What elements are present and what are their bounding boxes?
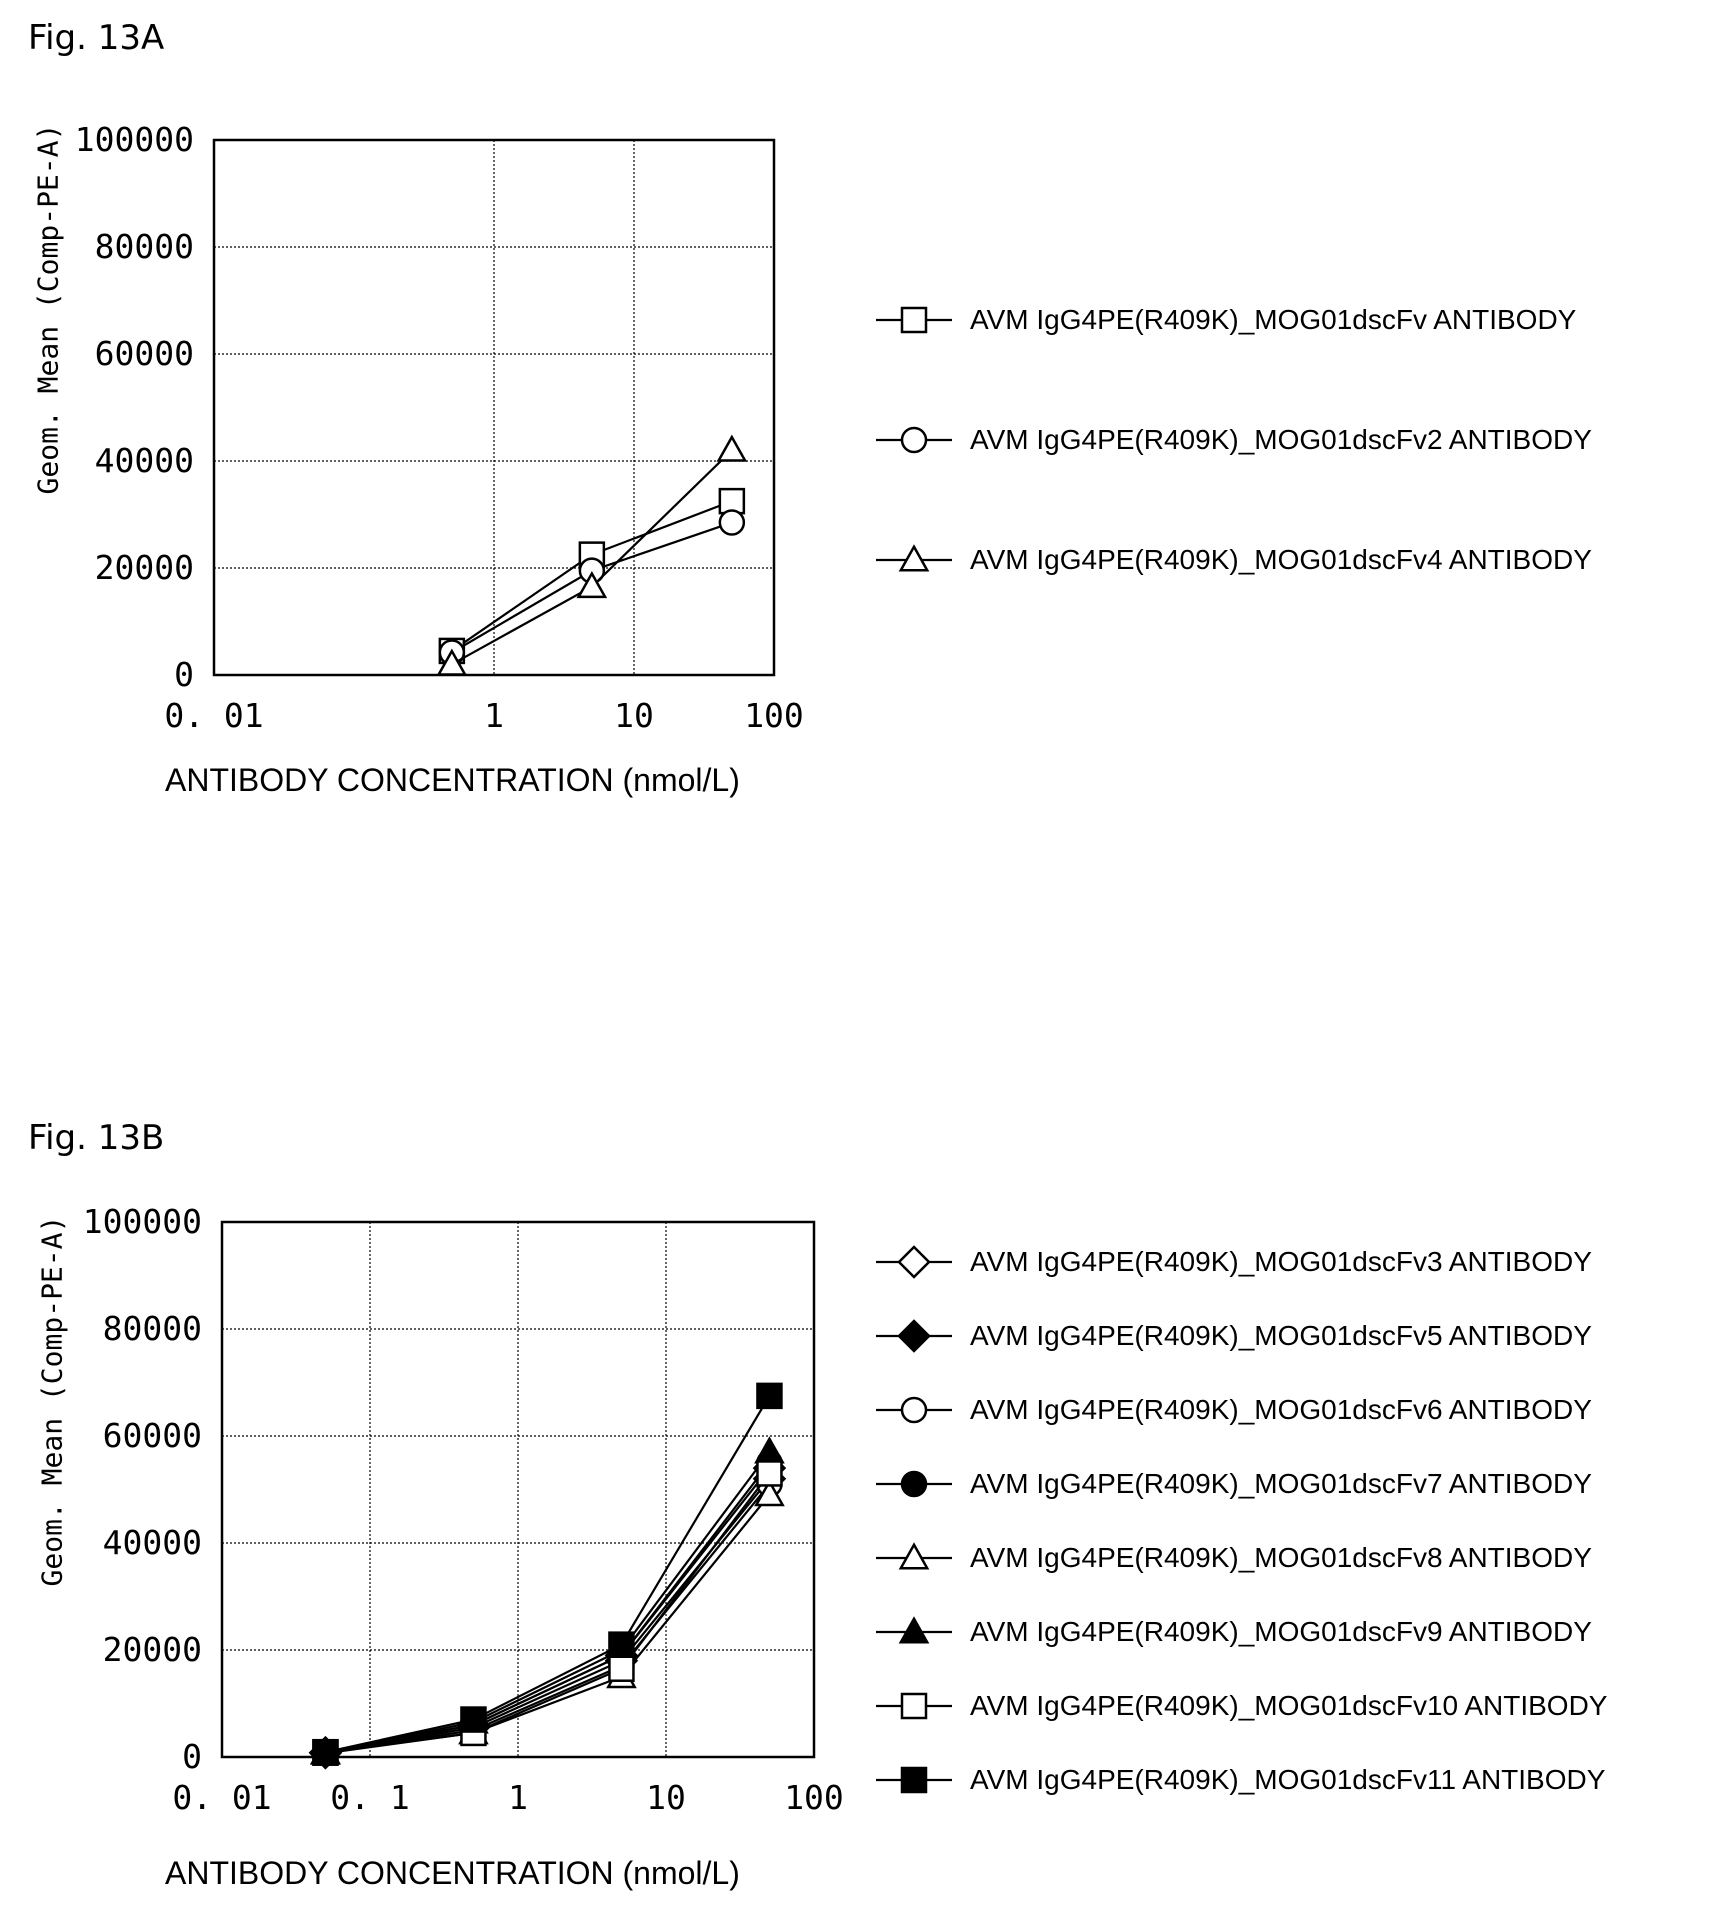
data-point — [609, 1657, 633, 1681]
legend-label: AVM IgG4PE(R409K)_MOG01dscFv4 ANTIBODY — [970, 544, 1592, 576]
y-tick-label: 20000 — [103, 1630, 202, 1669]
figure-a-plot-area: 0 20000 40000 60000 80000 100000 0. 01 1 10 100 — [75, 120, 804, 735]
legend-marker — [874, 542, 954, 578]
y-tick-label: 20000 — [95, 548, 194, 587]
y-tick-label: 60000 — [95, 334, 194, 373]
legend-symbol — [901, 547, 927, 570]
legend-item: AVM IgG4PE(R409K)_MOG01dscFv11 ANTIBODY — [874, 1762, 1605, 1798]
legend-marker — [874, 302, 954, 338]
series-4 — [313, 1451, 781, 1765]
legend-label: AVM IgG4PE(R409K)_MOG01dscFv8 ANTIBODY — [970, 1542, 1592, 1574]
series-line — [325, 1495, 769, 1753]
data-point — [719, 437, 745, 460]
legend-symbol — [902, 1768, 926, 1792]
y-tick-label: 0 — [182, 1737, 202, 1776]
legend-marker — [874, 1540, 954, 1576]
legend-marker — [874, 1392, 954, 1428]
series-3 — [313, 1472, 781, 1765]
series-line — [325, 1468, 769, 1753]
legend-label: AVM IgG4PE(R409K)_MOG01dscFv2 ANTIBODY — [970, 424, 1592, 456]
legend-symbol — [899, 1321, 929, 1351]
x-tick-label: 0. 01 — [172, 1778, 271, 1817]
y-tick-label: 40000 — [95, 441, 194, 480]
legend-label: AVM IgG4PE(R409K)_MOG01dscFv3 ANTIBODY — [970, 1246, 1592, 1278]
x-tick-label: 10 — [614, 696, 654, 735]
legend-label: AVM IgG4PE(R409K)_MOG01dscFv9 ANTIBODY — [970, 1616, 1592, 1648]
legend-symbol — [902, 1694, 926, 1718]
legend-label: AVM IgG4PE(R409K)_MOG01dscFv11 ANTIBODY — [970, 1764, 1605, 1796]
y-tick-label: 40000 — [103, 1523, 202, 1562]
legend-label: AVM IgG4PE(R409K)_MOG01dscFv10 ANTIBODY — [970, 1690, 1607, 1722]
legend-item: AVM IgG4PE(R409K)_MOG01dscFv2 ANTIBODY — [874, 422, 1592, 458]
series-line — [325, 1484, 769, 1753]
y-tick-label: 0 — [174, 655, 194, 694]
data-point — [756, 1439, 782, 1462]
legend-symbol — [901, 1619, 927, 1642]
legend-item: AVM IgG4PE(R409K)_MOG01dscFv8 ANTIBODY — [874, 1540, 1592, 1576]
data-point — [757, 1461, 781, 1485]
legend-symbol — [901, 1545, 927, 1568]
x-tick-label: 1 — [508, 1778, 528, 1817]
data-point — [720, 511, 744, 535]
x-tick-label: 0. 1 — [330, 1778, 409, 1817]
legend-label: AVM IgG4PE(R409K)_MOG01dscFv7 ANTIBODY — [970, 1468, 1592, 1500]
legend-label: AVM IgG4PE(R409K)_MOG01dscFv5 ANTIBODY — [970, 1320, 1592, 1352]
series-7 — [313, 1461, 781, 1764]
figure-b-plot-area: 0 20000 40000 60000 80000 100000 0. 01 0. 1 1 10 1… — [83, 1202, 844, 1817]
x-tick-label: 1 — [484, 696, 504, 735]
legend-label: AVM IgG4PE(R409K)_MOG01dscFv6 ANTIBODY — [970, 1394, 1592, 1426]
legend-item: AVM IgG4PE(R409K)_MOG01dscFv5 ANTIBODY — [874, 1318, 1592, 1354]
legend-symbol — [902, 308, 926, 332]
data-point — [609, 1633, 633, 1657]
legend-item: AVM IgG4PE(R409K)_MOG01dscFv3 ANTIBODY — [874, 1244, 1592, 1280]
legend-marker — [874, 1244, 954, 1280]
data-point — [313, 1740, 337, 1764]
data-point — [757, 1384, 781, 1408]
y-tick-label: 80000 — [95, 227, 194, 266]
series-1 — [310, 1464, 784, 1768]
legend-marker — [874, 1688, 954, 1724]
legend-label: AVM IgG4PE(R409K)_MOG01dscFv ANTIBODY — [970, 304, 1576, 336]
series-6 — [312, 1439, 782, 1763]
legend-marker — [874, 422, 954, 458]
legend-item: AVM IgG4PE(R409K)_MOG01dscFv4 ANTIBODY — [874, 542, 1592, 578]
series-line — [325, 1479, 769, 1753]
series-line — [325, 1452, 769, 1753]
legend-symbol — [902, 1472, 926, 1496]
legend-item: AVM IgG4PE(R409K)_MOG01dscFv9 ANTIBODY — [874, 1614, 1592, 1650]
y-tick-label: 100000 — [83, 1202, 202, 1241]
x-tick-label: 100 — [744, 696, 804, 735]
legend-item: AVM IgG4PE(R409K)_MOG01dscFv ANTIBODY — [874, 302, 1576, 338]
data-point — [461, 1708, 485, 1732]
x-tick-label: 10 — [646, 1778, 686, 1817]
legend-marker — [874, 1466, 954, 1502]
series-line — [325, 1473, 769, 1752]
legend-item: AVM IgG4PE(R409K)_MOG01dscFv7 ANTIBODY — [874, 1466, 1592, 1502]
x-tick-label: 100 — [784, 1778, 844, 1817]
legend-marker — [874, 1762, 954, 1798]
legend-marker — [874, 1614, 954, 1650]
x-tick-label: 0. 01 — [164, 696, 263, 735]
y-tick-label: 60000 — [103, 1416, 202, 1455]
y-tick-label: 80000 — [103, 1309, 202, 1348]
y-tick-label: 100000 — [75, 120, 194, 159]
legend-marker — [874, 1318, 954, 1354]
legend-symbol — [902, 428, 926, 452]
series-8 — [313, 1384, 781, 1764]
legend-symbol — [899, 1247, 929, 1277]
legend-item: AVM IgG4PE(R409K)_MOG01dscFv6 ANTIBODY — [874, 1392, 1592, 1428]
legend-symbol — [902, 1398, 926, 1422]
series-2 — [310, 1453, 784, 1768]
legend-item: AVM IgG4PE(R409K)_MOG01dscFv10 ANTIBODY — [874, 1688, 1607, 1724]
series-5 — [312, 1482, 782, 1764]
